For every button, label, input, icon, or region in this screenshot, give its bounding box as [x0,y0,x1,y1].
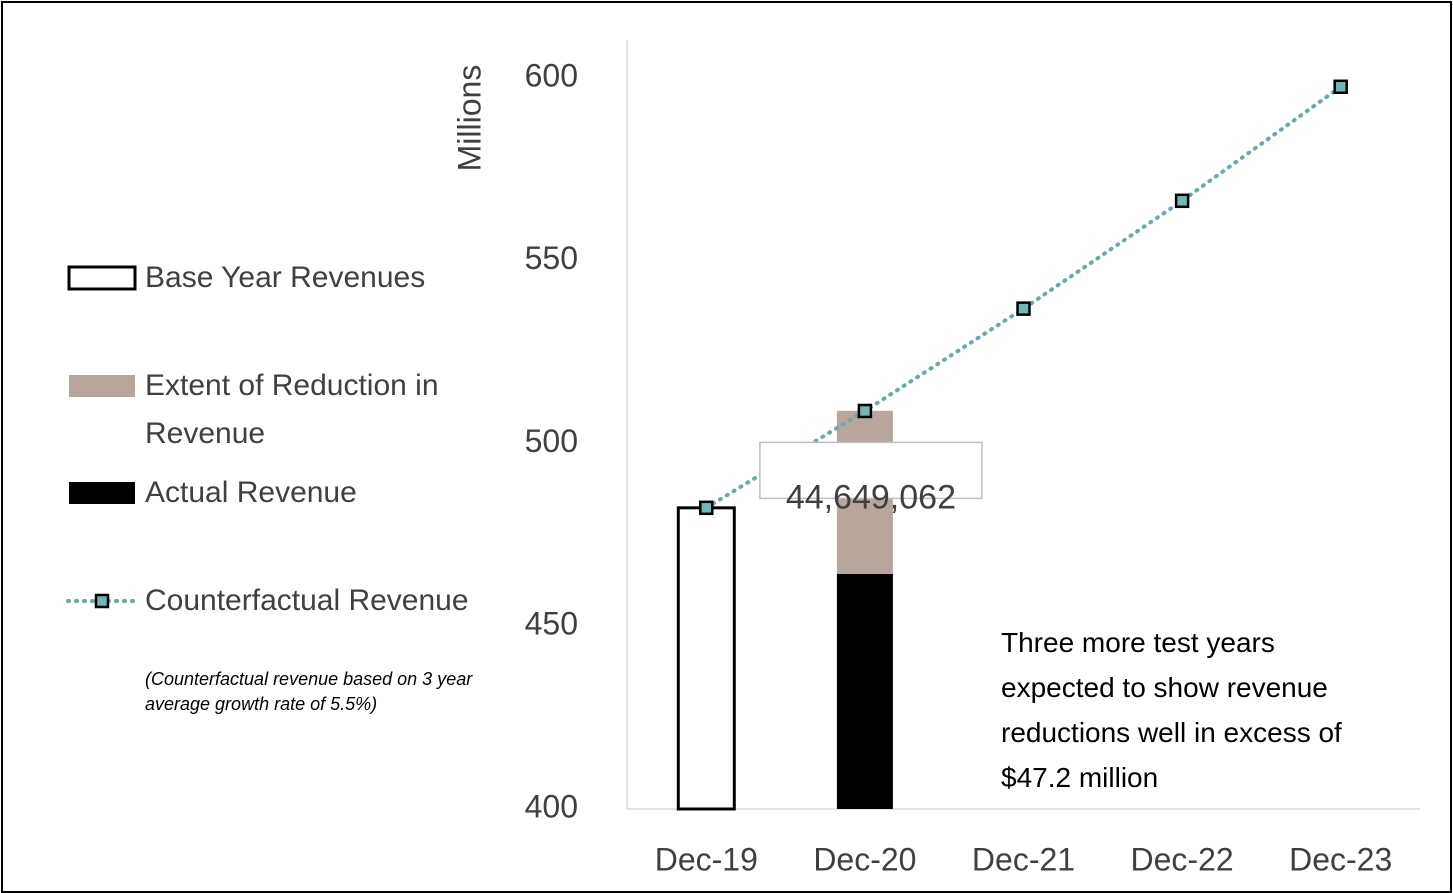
marker [857,403,873,419]
legend-label: Extent of Reduction in Revenue [145,369,439,450]
legend-label: Base Year Revenues [145,261,426,294]
y-tick-label: 600 [525,57,578,93]
marker [1016,301,1031,316]
y-tick-label: 550 [525,240,578,276]
legend-swatch [67,265,137,291]
x-tick-label: Dec-21 [972,841,1075,877]
data-label: 44,649,062 [786,478,956,516]
x-tick-label: Dec-19 [655,841,758,877]
y-tick-label: 500 [525,423,578,459]
marker [1174,193,1190,209]
x-tick-label: Dec-22 [1131,841,1234,877]
legend-marker [94,593,110,609]
note: (Counterfactual revenue based on 3 year … [145,669,473,714]
y-tick-label: 400 [525,788,578,824]
legend-swatch [69,482,135,504]
legend-label: Actual Revenue [145,476,357,509]
legend-label: Counterfactual Revenue [145,584,469,617]
legend-swatch [69,375,135,397]
y-axis-label: Millions [451,65,487,172]
x-tick-label: Dec-20 [813,841,916,877]
annotation: Three more test years expected to show r… [1001,627,1342,793]
marker [699,500,714,516]
data-label-box [759,441,983,500]
marker [1333,79,1348,95]
y-tick-label: 450 [525,606,578,642]
bar [676,506,736,811]
x-tick-label: Dec-23 [1289,841,1392,877]
bar [836,573,893,809]
